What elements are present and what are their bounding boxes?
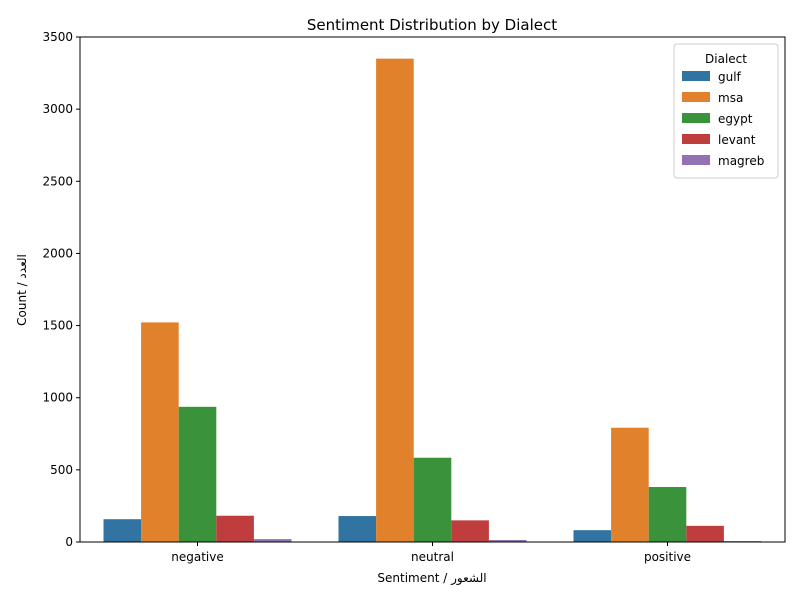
legend-swatch-msa <box>682 92 710 102</box>
y-tick-label: 500 <box>50 463 73 477</box>
legend-label-msa: msa <box>718 91 743 105</box>
legend-label-egypt: egypt <box>718 112 753 126</box>
legend-swatch-levant <box>682 134 710 144</box>
legend-label-levant: levant <box>718 133 756 147</box>
bar-gulf-neutral <box>338 516 377 542</box>
bar-levant-neutral <box>451 520 489 542</box>
y-tick-label: 3000 <box>42 102 73 116</box>
bar-msa-neutral <box>376 58 414 543</box>
bars-group <box>103 58 762 543</box>
x-tick-label-negative: negative <box>171 550 223 564</box>
y-tick-label: 3500 <box>42 30 73 44</box>
bar-magreb-neutral <box>488 539 527 542</box>
legend-title: Dialect <box>705 52 747 66</box>
bar-msa-positive <box>611 427 649 542</box>
x-axis-label: Sentiment / الشعور <box>377 571 486 586</box>
legend-swatch-magreb <box>682 155 710 165</box>
bar-magreb-negative <box>253 539 292 542</box>
legend-swatch-egypt <box>682 113 710 123</box>
bar-egypt-neutral <box>413 457 452 542</box>
legend-swatch-gulf <box>682 71 710 81</box>
bar-egypt-negative <box>178 406 217 542</box>
y-tick-label: 0 <box>65 535 73 549</box>
bar-gulf-negative <box>103 519 142 542</box>
y-tick-label: 2000 <box>42 246 73 260</box>
x-tick-label-positive: positive <box>644 550 691 564</box>
legend: Dialect gulf msa egypt levant magreb <box>673 43 779 179</box>
chart-title: Sentiment Distribution by Dialect <box>307 16 557 34</box>
plot-frame <box>79 36 786 543</box>
y-tick-label: 2500 <box>42 174 73 188</box>
x-tick-label-neutral: neutral <box>411 550 454 564</box>
legend-label-magreb: magreb <box>718 154 764 168</box>
y-tick-label: 1000 <box>42 391 73 405</box>
bar-levant-positive <box>686 525 724 542</box>
bar-levant-negative <box>216 515 254 542</box>
bar-msa-negative <box>141 322 179 542</box>
y-axis-ticks: 0 500 1000 1500 2000 2500 3000 3500 <box>42 30 80 549</box>
legend-label-gulf: gulf <box>718 70 742 84</box>
x-axis-ticks: negative neutral positive <box>171 542 691 564</box>
bar-egypt-positive <box>648 487 687 542</box>
y-axis-label: Count / العدد <box>15 254 29 326</box>
y-tick-label: 1500 <box>42 319 73 333</box>
bar-gulf-positive <box>573 530 612 542</box>
